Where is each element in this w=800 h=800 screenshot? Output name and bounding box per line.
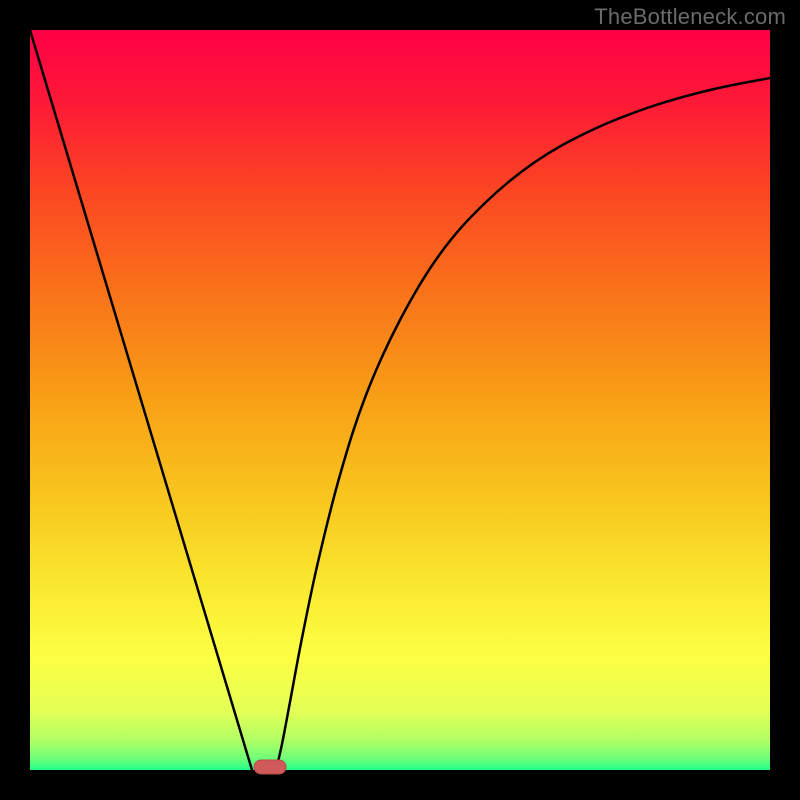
bottleneck-chart xyxy=(0,0,800,800)
chart-container: TheBottleneck.com xyxy=(0,0,800,800)
bottleneck-marker xyxy=(254,760,286,774)
watermark-text: TheBottleneck.com xyxy=(594,4,786,30)
